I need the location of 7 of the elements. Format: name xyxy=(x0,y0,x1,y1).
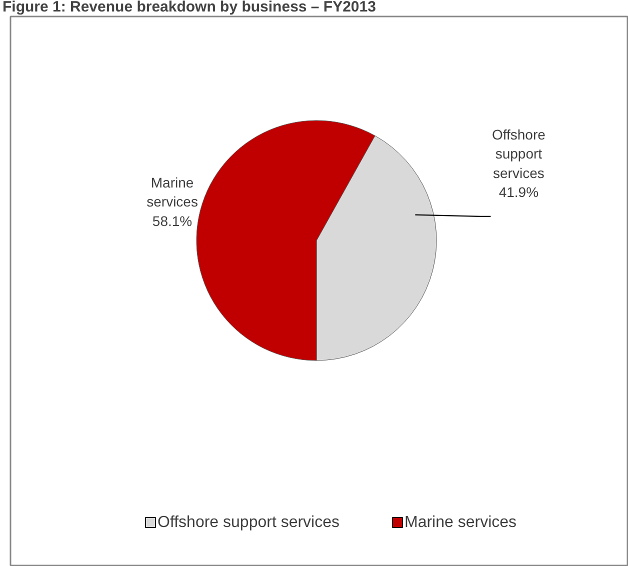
chart-title: Figure 1: Revenue breakdown by business – FY2013 xyxy=(2,0,376,16)
slice-label: Offshore support services xyxy=(492,126,546,181)
legend-label: Offshore support services xyxy=(158,514,340,531)
legend-label: Marine services xyxy=(404,514,517,531)
slice-label: Marine services xyxy=(146,174,198,210)
data-label: 41.9% xyxy=(498,184,539,200)
data-label: 58.1% xyxy=(152,212,192,229)
